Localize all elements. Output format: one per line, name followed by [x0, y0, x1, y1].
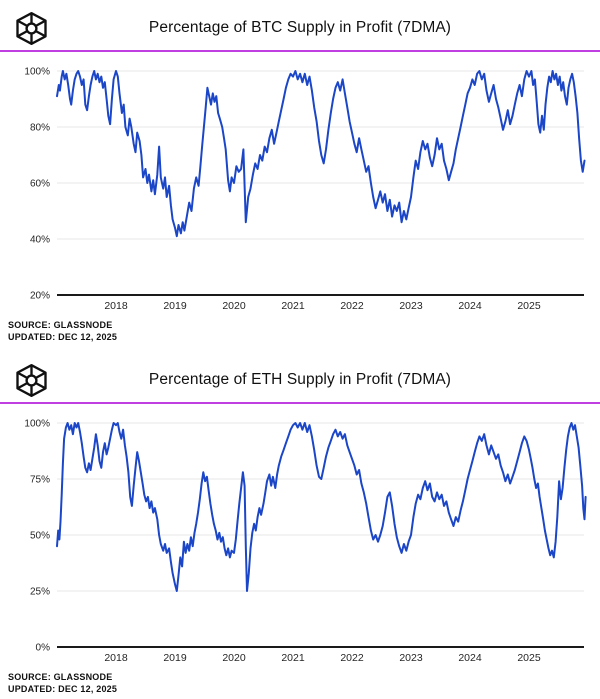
eth-updated-line: UPDATED: DEC 12, 2025	[8, 683, 118, 694]
x-tick-label: 2025	[517, 652, 541, 664]
btc-updated-line: UPDATED: DEC 12, 2025	[8, 331, 118, 342]
x-tick-label: 2025	[517, 300, 541, 312]
eth-chart: 0% 25% 50% 75% 100% 2018 2019 2020 2021 2022 2023 2…	[24, 419, 587, 664]
x-tick-label: 2023	[399, 300, 423, 312]
glassnode-cube-logo-icon	[16, 364, 47, 397]
x-tick-label: 2022	[340, 300, 364, 312]
y-tick-label: 100%	[24, 67, 50, 78]
eth-chart-title: Percentage of ETH Supply in Profit (7DMA…	[148, 371, 452, 388]
x-tick-label: 2021	[281, 300, 305, 312]
x-tick-label: 2019	[163, 300, 187, 312]
btc-accent-divider	[0, 50, 600, 52]
y-tick-label: 60%	[30, 179, 50, 190]
eth-panel-header: Percentage of ETH Supply in Profit (7DMA…	[0, 352, 600, 402]
x-tick-label: 2018	[104, 300, 128, 312]
x-tick-label: 2024	[458, 300, 482, 312]
y-tick-label: 40%	[30, 235, 50, 246]
y-tick-label: 20%	[30, 291, 50, 302]
x-tick-label: 2021	[281, 652, 305, 664]
x-tick-label: 2020	[222, 300, 246, 312]
eth-panel: Percentage of ETH Supply in Profit (7DMA…	[0, 352, 600, 699]
eth-source-note: SOURCE: GLASSNODE UPDATED: DEC 12, 2025	[8, 672, 600, 695]
y-tick-label: 50%	[30, 531, 50, 542]
btc-chart-title: Percentage of BTC Supply in Profit (7DMA…	[148, 19, 452, 36]
btc-supply-in-profit-line	[56, 70, 586, 238]
y-tick-label: 0%	[36, 643, 51, 654]
btc-chart: 20% 40% 60% 80% 100% 2018 2019 2020 2021 2022 2023…	[24, 67, 586, 312]
eth-source-line: SOURCE: GLASSNODE	[8, 672, 113, 682]
btc-source-note: SOURCE: GLASSNODE UPDATED: DEC 12, 2025	[8, 320, 600, 343]
glassnode-cube-logo-icon	[16, 12, 47, 45]
x-tick-label: 2022	[340, 652, 364, 664]
x-tick-label: 2019	[163, 652, 187, 664]
x-tick-label: 2024	[458, 652, 482, 664]
eth-supply-in-profit-line	[56, 422, 587, 592]
y-tick-label: 80%	[30, 123, 50, 134]
btc-panel: Percentage of BTC Supply in Profit (7DMA…	[0, 0, 600, 343]
y-tick-label: 25%	[30, 587, 50, 598]
x-tick-label: 2023	[399, 652, 423, 664]
eth-accent-divider	[0, 402, 600, 404]
x-tick-label: 2020	[222, 652, 246, 664]
x-tick-label: 2018	[104, 652, 128, 664]
y-tick-label: 75%	[30, 475, 50, 486]
btc-source-line: SOURCE: GLASSNODE	[8, 320, 113, 330]
y-tick-label: 100%	[24, 419, 50, 430]
btc-panel-header: Percentage of BTC Supply in Profit (7DMA…	[0, 0, 600, 50]
